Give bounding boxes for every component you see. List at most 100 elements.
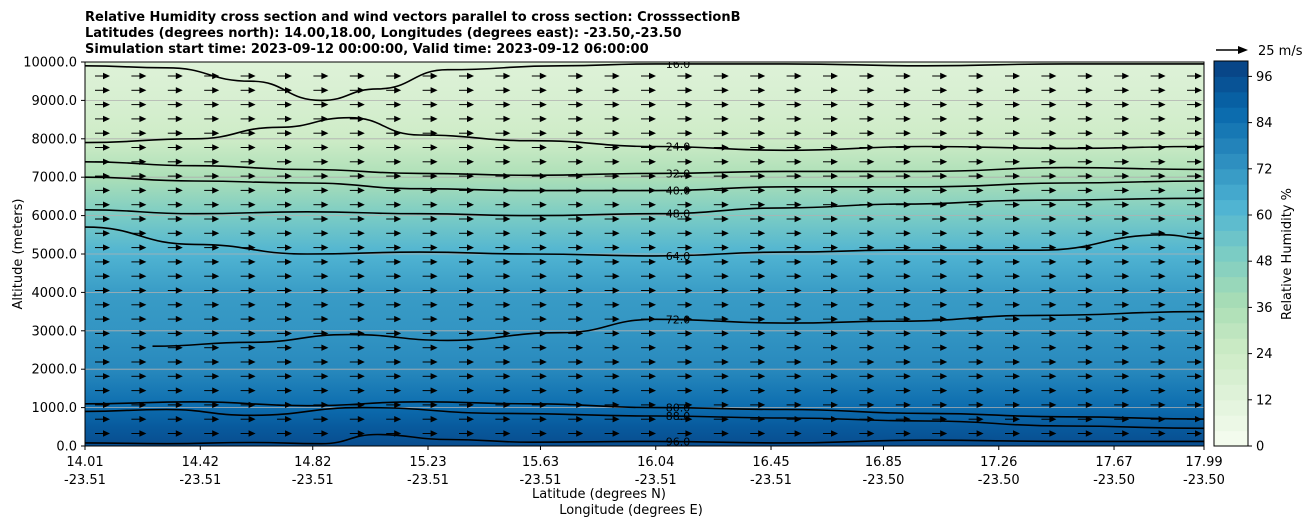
wind-vector-arrowhead <box>285 301 292 308</box>
wind-vector-arrowhead <box>721 101 729 108</box>
wind-vector-arrowhead <box>248 387 256 394</box>
wind-vector-arrowhead <box>1013 387 1020 394</box>
wind-vector-arrowhead <box>612 115 620 123</box>
wind-vector-arrowhead <box>867 387 875 394</box>
wind-vector-arrowhead <box>831 230 838 237</box>
wind-vector-arrowhead <box>976 115 984 123</box>
wind-vector-arrowhead <box>831 344 838 351</box>
wind-vector-arrowhead <box>1013 401 1020 409</box>
wind-vector-arrowhead <box>248 401 256 409</box>
wind-vector-arrowhead <box>1049 373 1057 380</box>
contour-label: 24.0 <box>666 140 691 153</box>
wind-vector-arrowhead <box>794 401 802 409</box>
wind-vector-arrowhead <box>1122 358 1130 366</box>
wind-vector-arrowhead <box>612 358 620 366</box>
wind-vector-arrowhead <box>212 373 220 380</box>
wind-vector-arrowhead <box>321 158 329 165</box>
wind-vector-arrowhead <box>139 230 147 237</box>
wind-vector-arrowhead <box>794 130 802 137</box>
wind-vector-arrowhead <box>976 416 984 423</box>
wind-vector-arrowhead <box>539 87 547 94</box>
wind-vector-arrowhead <box>1195 230 1202 237</box>
wind-vector-arrowhead <box>1049 130 1057 137</box>
wind-vector-arrowhead <box>1085 101 1093 108</box>
wind-vector-arrowhead <box>467 387 474 394</box>
wind-vector-arrowhead <box>357 330 365 337</box>
wind-vector-arrowhead <box>612 244 620 251</box>
wind-vector-arrowhead <box>103 115 110 123</box>
wind-vector-arrowhead <box>1013 72 1020 80</box>
wind-vector-arrowhead <box>139 187 147 194</box>
wind-vector-arrowhead <box>612 416 620 423</box>
wind-vector-arrowhead <box>1195 144 1202 151</box>
wind-vector-arrowhead <box>175 373 183 380</box>
wind-vector-arrowhead <box>649 344 656 351</box>
wind-vector-arrowhead <box>1085 158 1093 165</box>
wind-vector-arrowhead <box>139 273 147 280</box>
wind-vector-arrowhead <box>685 87 693 94</box>
wind-vector-arrowhead <box>794 72 802 80</box>
wind-vector-arrowhead <box>321 215 329 223</box>
wind-vector-arrowhead <box>467 273 474 280</box>
wind-vector-arrowhead <box>612 72 620 80</box>
colorbar-segment <box>1214 107 1248 124</box>
wind-vector-arrowhead <box>539 144 547 151</box>
wind-vector-arrowhead <box>831 130 838 137</box>
x-tick-label-lat: 14.01 <box>66 455 103 470</box>
wind-vector-arrowhead <box>285 130 292 137</box>
wind-vector-arrowhead <box>430 273 438 280</box>
wind-vector-arrowhead <box>1195 244 1202 251</box>
contour-line-72 <box>152 310 1204 347</box>
wind-vector-arrowhead <box>576 344 584 351</box>
wind-vector-arrowhead <box>212 187 220 194</box>
wind-vector-arrowhead <box>867 201 875 208</box>
wind-vector-arrowhead <box>467 373 474 380</box>
wind-vector-arrowhead <box>321 130 329 137</box>
chart-title-line-3: Simulation start time: 2023-09-12 00:00:… <box>85 42 649 57</box>
y-tick-label: 1000.0 <box>32 401 78 416</box>
wind-vector-arrowhead <box>1158 215 1166 223</box>
colorbar-tick-label: 24 <box>1256 347 1273 362</box>
wind-vector-arrowhead <box>503 215 511 223</box>
wind-vector-arrowhead <box>867 130 875 137</box>
wind-vector-arrowhead <box>1122 201 1130 208</box>
wind-vector-arrowhead <box>903 115 911 123</box>
wind-vector-arrowhead <box>1085 115 1093 123</box>
wind-vector-arrowhead <box>1049 301 1057 308</box>
wind-vector-arrowhead <box>175 301 183 308</box>
wind-vector-arrowhead <box>430 215 438 223</box>
wind-vector-arrowhead <box>903 344 911 351</box>
wind-vector-arrowhead <box>867 301 875 308</box>
wind-vector-arrowhead <box>576 387 584 394</box>
wind-vector-arrowhead <box>103 158 110 165</box>
wind-vector-arrowhead <box>612 315 620 323</box>
wind-vector-arrowhead <box>758 387 766 394</box>
wind-vector-arrowhead <box>612 144 620 151</box>
wind-vector-arrowhead <box>1013 373 1020 380</box>
wind-vector-arrowhead <box>1122 344 1130 351</box>
wind-vector-arrowhead <box>1049 287 1057 294</box>
wind-vector-arrowhead <box>685 287 693 294</box>
x-tick-label-lon: -23.50 <box>1093 473 1135 488</box>
wind-vector-arrowhead <box>649 115 656 123</box>
wind-vector-arrowhead <box>576 358 584 366</box>
wind-vector-arrowhead <box>576 144 584 151</box>
wind-vector-arrowhead <box>1158 101 1166 108</box>
wind-vector-arrowhead <box>576 258 584 266</box>
wind-vector-arrowhead <box>539 130 547 137</box>
wind-vector-arrowhead <box>794 244 802 251</box>
wind-vector-arrowhead <box>1122 101 1130 108</box>
y-tick-label: 4000.0 <box>32 286 78 301</box>
wind-vector-arrowhead <box>1013 273 1020 280</box>
wind-vector-arrowhead <box>1085 373 1093 380</box>
wind-vector-arrowhead <box>1158 273 1166 280</box>
wind-vector-arrowhead <box>903 201 911 208</box>
wind-vector-arrowhead <box>394 230 402 237</box>
wind-vector-arrowhead <box>831 287 838 294</box>
wind-vector-arrowhead <box>576 416 584 423</box>
wind-vector-arrowhead <box>794 144 802 151</box>
wind-vector-arrowhead <box>539 315 547 323</box>
x-tick-label-lat: 17.99 <box>1185 455 1222 470</box>
wind-vector-arrowhead <box>1049 101 1057 108</box>
wind-vector-arrowhead <box>721 358 729 366</box>
